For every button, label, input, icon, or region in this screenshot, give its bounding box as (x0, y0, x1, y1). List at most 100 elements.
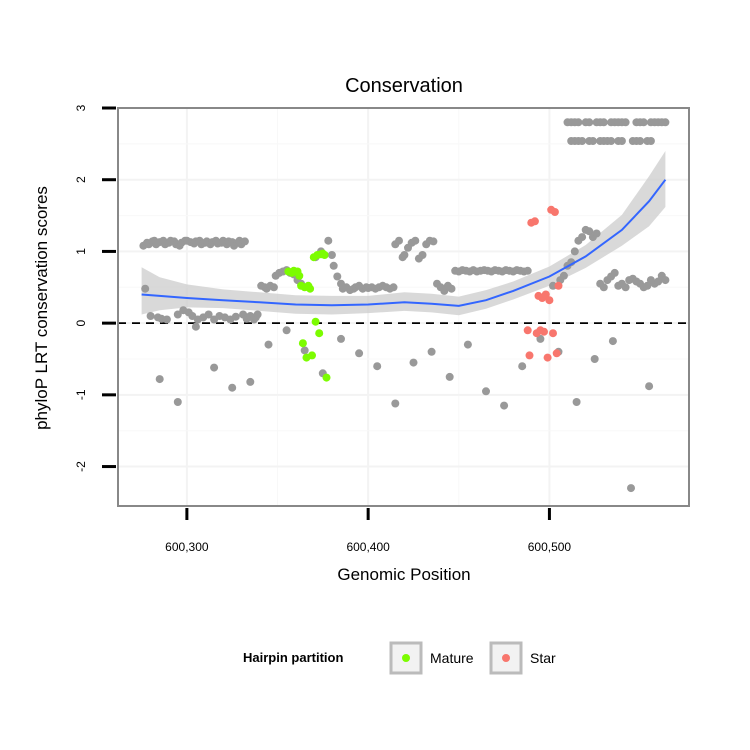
point-mature (302, 353, 311, 362)
point-other (300, 346, 309, 355)
panel-border (117, 107, 690, 507)
point-other (518, 362, 527, 371)
point-other (621, 283, 630, 292)
smooth-line (141, 179, 667, 307)
y-tick-label: -2 (74, 461, 88, 472)
point-other (643, 281, 652, 290)
data-points (139, 118, 670, 493)
point-mature (315, 329, 324, 338)
point-other (246, 377, 255, 386)
y-tick-label: 1 (74, 248, 88, 255)
point-other (646, 137, 655, 145)
point-other (463, 340, 472, 349)
point-mature (311, 317, 320, 326)
point-other (155, 375, 164, 384)
legend-label-star: Star (530, 650, 556, 666)
point-other (645, 382, 654, 391)
point-star (525, 351, 534, 360)
point-star (523, 326, 532, 335)
point-other (445, 372, 454, 381)
point-mature (295, 271, 304, 280)
point-star (530, 217, 539, 226)
smooth-curve (141, 179, 667, 307)
axes: 600,300 600,400 600,500 -2 -1 0 1 2 3 (74, 104, 571, 554)
point-other (395, 236, 403, 245)
point-other (654, 277, 663, 286)
legend-swatch-mature (402, 654, 410, 662)
point-other (661, 118, 670, 127)
point-mature (298, 339, 307, 348)
y-tick-label: 0 (74, 319, 88, 326)
x-tick-label: 600,500 (528, 540, 572, 554)
x-axis-title: Genomic Position (337, 565, 470, 584)
point-other (585, 227, 594, 236)
legend-label-mature: Mature (430, 650, 474, 666)
point-star (550, 208, 559, 216)
point-other (173, 310, 182, 319)
point-other (592, 229, 601, 238)
point-other (141, 284, 150, 293)
point-other (282, 326, 291, 335)
point-mature (322, 373, 331, 382)
point-other (162, 315, 171, 324)
panel-frame (117, 107, 690, 507)
point-other (608, 337, 617, 346)
point-mature (306, 284, 315, 293)
point-other (559, 271, 568, 280)
y-tick-label: -1 (74, 389, 88, 400)
point-other (536, 334, 545, 343)
point-other (574, 118, 583, 127)
point-other (617, 137, 626, 145)
point-other (627, 484, 635, 493)
point-other (329, 261, 338, 270)
point-other (409, 358, 418, 367)
point-other (585, 118, 594, 127)
point-other (324, 236, 333, 245)
legend-swatch-star (502, 654, 510, 662)
y-tick-label: 3 (74, 104, 88, 111)
point-other (523, 266, 532, 275)
point-star (545, 296, 554, 305)
point-other (590, 355, 599, 363)
point-other (418, 251, 427, 259)
legend: Hairpin partition Mature Star (243, 641, 556, 675)
point-other (429, 237, 438, 246)
smooth-confidence-band (141, 151, 666, 316)
point-other (204, 310, 213, 319)
point-other (599, 283, 608, 292)
point-star (536, 326, 545, 335)
point-star (541, 290, 550, 299)
point-other (264, 340, 273, 349)
x-tick-label: 600,300 (165, 540, 209, 554)
point-other (327, 251, 336, 259)
x-tick-label: 600,400 (346, 540, 390, 554)
point-other (373, 362, 382, 371)
point-other (578, 137, 587, 145)
point-other (588, 137, 597, 145)
point-other (599, 118, 608, 127)
point-other (228, 383, 237, 392)
point-other (621, 118, 630, 127)
point-other (240, 237, 249, 246)
point-other (572, 398, 581, 406)
point-other (269, 283, 278, 292)
point-other (337, 334, 345, 343)
point-other (639, 118, 648, 127)
point-other (173, 398, 182, 406)
legend-title: Hairpin partition (243, 650, 343, 665)
y-axis-title: phyloP LRT conservation scores (32, 186, 51, 430)
point-other (549, 281, 557, 290)
point-other (146, 312, 155, 320)
point-mature (320, 251, 329, 259)
point-other (191, 322, 200, 331)
point-other (400, 251, 409, 259)
point-other (482, 387, 490, 396)
point-other (391, 399, 400, 408)
point-other (427, 347, 436, 356)
point-other (411, 236, 420, 245)
point-other (231, 312, 240, 321)
point-star (549, 329, 557, 338)
point-star (552, 349, 561, 358)
y-tick-label: 2 (74, 176, 88, 183)
